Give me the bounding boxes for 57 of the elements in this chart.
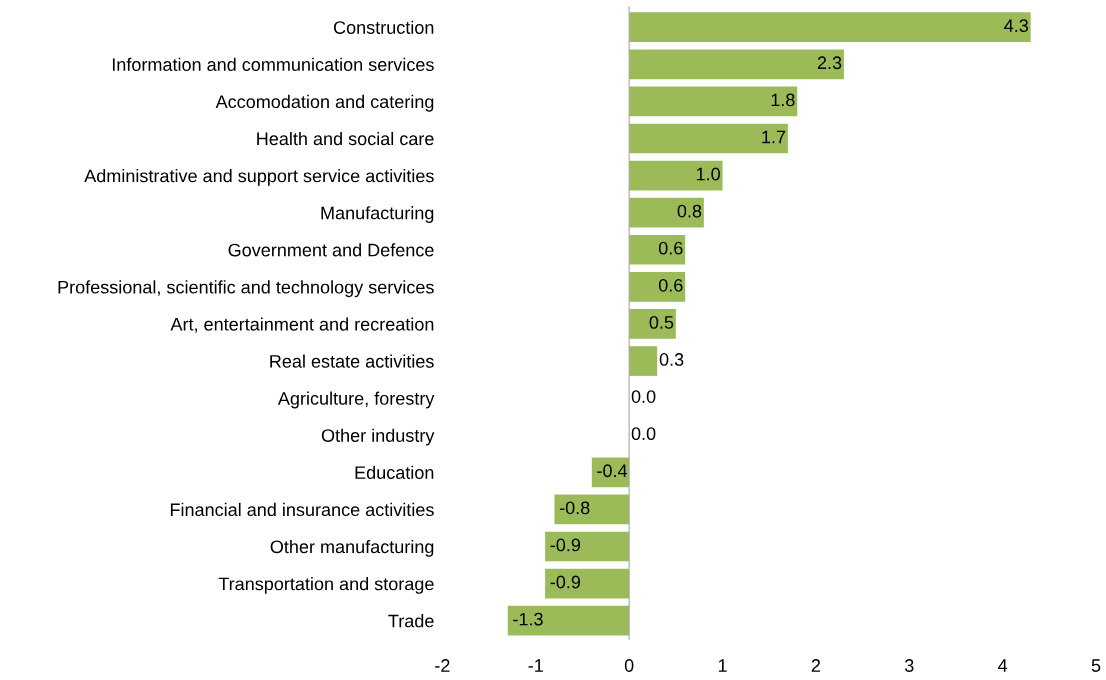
data-label: 0.3 [659, 353, 684, 366]
x-tick-label: -1 [528, 659, 543, 672]
bar [545, 568, 630, 599]
data-label: 0.5 [649, 315, 674, 329]
y-tick-label: Information and communication services [112, 57, 434, 72]
y-tick-label: Education [355, 465, 434, 480]
data-label: -0.9 [550, 538, 581, 552]
data-label: 0.8 [677, 204, 702, 218]
y-tick-label: Agriculture, forestry [277, 391, 435, 409]
data-label: 1.0 [696, 167, 720, 181]
data-label: 1.7 [762, 130, 786, 144]
data-label: -0.9 [550, 575, 581, 589]
data-label: 1.8 [771, 93, 795, 107]
x-tick-label: 3 [904, 659, 914, 672]
data-label: 0.6 [658, 241, 683, 255]
bar [629, 272, 686, 302]
data-label: 0.6 [658, 278, 683, 292]
x-tick-label: 4 [998, 659, 1008, 672]
y-tick-label: Professional, scientific and technology services [58, 280, 434, 298]
data-label: -0.8 [559, 501, 590, 515]
bar [507, 605, 630, 636]
bar [629, 123, 788, 154]
data-label: -1.3 [513, 612, 543, 626]
bar [629, 86, 798, 117]
bar [629, 160, 723, 191]
data-label: 0.0 [631, 390, 656, 403]
bar [629, 12, 1031, 43]
x-tick-label: 1 [718, 659, 727, 672]
x-tick-label: -2 [435, 659, 450, 672]
bar [545, 531, 630, 562]
data-label: 0.0 [631, 427, 656, 441]
y-tick-label: Administrative and support service activities [84, 169, 434, 186]
bar [629, 197, 704, 228]
x-tick-label: 0 [624, 659, 634, 672]
y-tick-label: Government and Defence [228, 243, 434, 257]
bar [554, 494, 630, 525]
y-tick-label: Manufacturing [321, 206, 434, 223]
bar [629, 309, 676, 339]
y-tick-label: Health and social care [257, 131, 434, 146]
bar [629, 346, 658, 376]
y-tick-label: Real estate activities [270, 354, 434, 368]
y-tick-label: Accomodation and catering [215, 94, 434, 112]
bar [629, 49, 844, 80]
y-tick-label: Art, entertainment and recreation [170, 317, 434, 333]
data-label: -0.4 [597, 464, 628, 478]
x-tick-label: 2 [811, 659, 821, 672]
y-tick-label: Transportation and storage [218, 577, 434, 594]
y-tick-label: Financial and insurance activities [170, 502, 434, 517]
bar [629, 234, 686, 265]
y-tick-label: Construction [333, 20, 434, 34]
bar [591, 457, 630, 488]
y-tick-label: Trade [388, 614, 434, 628]
data-label: 2.3 [817, 56, 842, 70]
y-tick-label: Other industry [321, 428, 435, 446]
data-label: 4.3 [1004, 19, 1029, 33]
x-tick-label: 5 [1091, 659, 1101, 672]
y-tick-label: Other manufacturing [270, 539, 434, 557]
